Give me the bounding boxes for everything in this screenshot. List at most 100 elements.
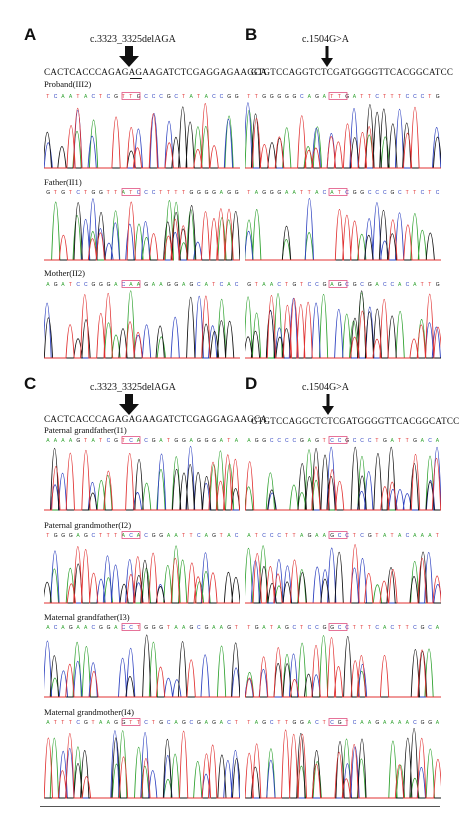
base-call: T: [270, 625, 273, 631]
base-call: G: [197, 720, 201, 726]
base-call: C: [375, 625, 379, 631]
base-call: C: [262, 533, 266, 539]
base-call: G: [277, 190, 281, 196]
base-call: C: [54, 94, 58, 100]
base-call: T: [353, 533, 356, 539]
base-call: G: [262, 720, 266, 726]
base-call: G: [413, 438, 417, 444]
base-call: G: [270, 190, 274, 196]
base-call: C: [144, 533, 148, 539]
base-call: C: [197, 533, 201, 539]
base-call: A: [46, 625, 50, 631]
base-call: A: [61, 625, 65, 631]
trace-g: [245, 551, 441, 604]
panel-label-d: D: [245, 374, 258, 393]
base-call: C: [436, 190, 440, 196]
sample-label-paternal-grandfather: Paternal grandfather(I1): [44, 425, 127, 435]
mutation-label-a: c.3323_3325delAGA: [90, 34, 176, 45]
base-call: G: [61, 190, 65, 196]
base-call: G: [182, 438, 186, 444]
base-call: A: [247, 438, 251, 444]
base-call: T: [406, 438, 409, 444]
base-call: A: [205, 282, 209, 288]
base-call: A: [308, 438, 312, 444]
base-call: G: [76, 438, 80, 444]
base-call: T: [323, 438, 326, 444]
base-call: G: [114, 720, 118, 726]
trace-g: [44, 634, 240, 698]
base-call: G: [99, 190, 103, 196]
base-call: T: [247, 720, 250, 726]
base-call: T: [114, 190, 117, 196]
base-call: T: [69, 282, 72, 288]
mutation-label-b: c.1504G>A: [302, 34, 350, 45]
base-call: T: [167, 190, 170, 196]
base-call: A: [255, 190, 259, 196]
base-call: A: [152, 282, 156, 288]
base-call: G: [61, 533, 65, 539]
base-call: A: [107, 720, 111, 726]
base-call: G: [255, 625, 259, 631]
base-call: T: [174, 190, 177, 196]
base-call: A: [61, 282, 65, 288]
base-call: T: [421, 282, 424, 288]
trace-g: [44, 560, 240, 604]
base-call: A: [383, 720, 387, 726]
base-call: A: [46, 438, 50, 444]
base-call: G: [107, 625, 111, 631]
base-call: G: [114, 438, 118, 444]
base-call: G: [277, 94, 281, 100]
trace-a: [44, 545, 240, 604]
base-call: G: [255, 438, 259, 444]
base-call: A: [436, 720, 440, 726]
base-call: A: [391, 438, 395, 444]
base-call: T: [360, 625, 363, 631]
trace-c: [245, 298, 441, 359]
base-call: G: [227, 190, 231, 196]
mutation-site-box: [121, 436, 141, 444]
base-call: A: [122, 190, 126, 196]
base-call: C: [338, 533, 342, 539]
mutation-site-box: [328, 436, 348, 444]
base-call: A: [227, 533, 231, 539]
base-call: C: [152, 190, 156, 196]
base-call: C: [413, 720, 417, 726]
base-call: A: [398, 720, 402, 726]
base-call: T: [255, 533, 258, 539]
base-call: C: [413, 94, 417, 100]
base-call: C: [338, 438, 342, 444]
base-call: G: [421, 720, 425, 726]
base-call: C: [421, 94, 425, 100]
base-call: T: [406, 625, 409, 631]
base-call: G: [84, 533, 88, 539]
base-call: T: [247, 94, 250, 100]
base-call: C: [368, 438, 372, 444]
base-call: C: [235, 282, 239, 288]
base-call: C: [92, 625, 96, 631]
base-call: C: [353, 720, 357, 726]
base-call: T: [159, 190, 162, 196]
base-call: A: [159, 438, 163, 444]
base-call: T: [436, 533, 439, 539]
base-call: C: [375, 94, 379, 100]
base-call: C: [152, 94, 156, 100]
base-call: C: [190, 720, 194, 726]
base-call: G: [262, 190, 266, 196]
base-call: G: [353, 282, 357, 288]
base-call: C: [129, 438, 133, 444]
base-call: G: [308, 533, 312, 539]
base-call: G: [227, 625, 231, 631]
base-call: C: [375, 190, 379, 196]
base-call: T: [182, 190, 185, 196]
base-call: C: [122, 282, 126, 288]
base-call: C: [293, 438, 297, 444]
mutation-site-box: [328, 531, 348, 539]
base-call: G: [212, 190, 216, 196]
base-call: A: [61, 438, 65, 444]
trace-a: [245, 292, 441, 359]
base-call: T: [428, 190, 431, 196]
